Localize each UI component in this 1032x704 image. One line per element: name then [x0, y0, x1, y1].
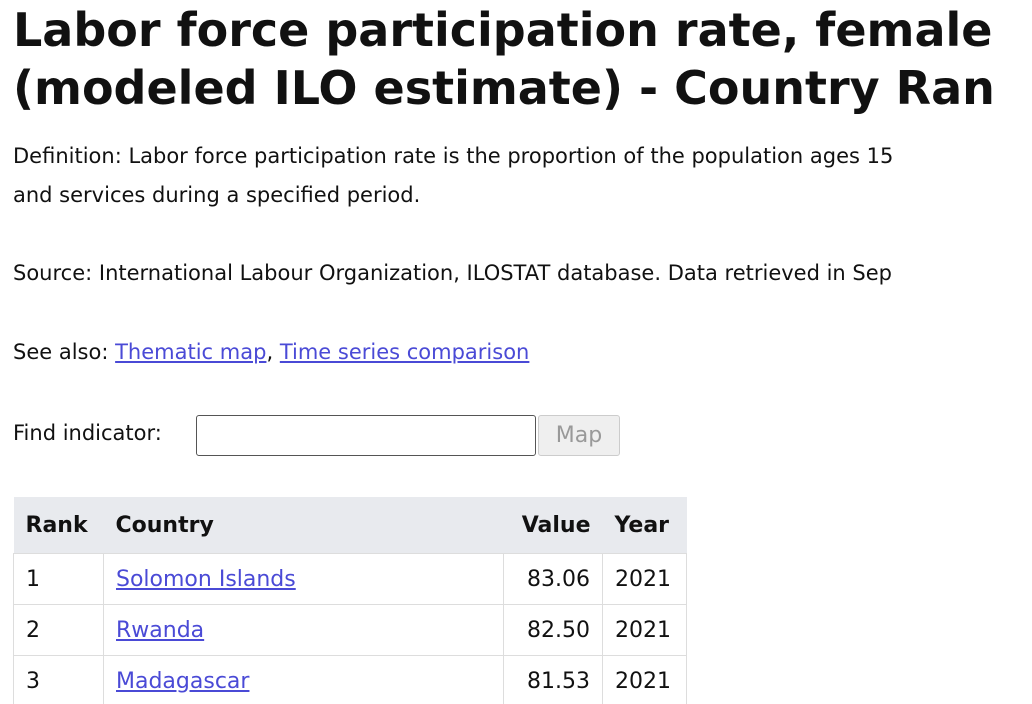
table-cell: 2021	[602, 553, 687, 605]
column-header: Year	[602, 497, 687, 554]
table-cell: 2	[13, 604, 104, 656]
table-cell: 1	[13, 553, 104, 605]
country-link[interactable]: Solomon Islands	[116, 566, 296, 592]
table-row: 3 Madagascar 81.53 2021	[13, 655, 687, 704]
table-cell: 82.50	[503, 604, 603, 656]
table-cell: 3	[13, 655, 104, 704]
link[interactable]: Thematic map	[115, 340, 267, 364]
title-line: (modeled ILO estimate) - Country Ran	[13, 61, 995, 115]
definition: Definition: Labor force participation ra…	[13, 144, 894, 168]
definition: and services during a specified period.	[13, 183, 421, 207]
ranking-table: Rank Country Value Year 1 Solomon Islands…	[13, 497, 687, 704]
column-header: Value	[503, 497, 603, 554]
table-row: 2 Rwanda 82.50 2021	[13, 604, 687, 656]
search-input[interactable]	[196, 415, 536, 456]
see-also-label: See also:	[13, 340, 109, 364]
country-link[interactable]: Madagascar	[116, 668, 250, 694]
table-row: 1 Solomon Islands 83.06 2021	[13, 553, 687, 605]
map-button[interactable]: Map	[538, 415, 620, 456]
page-title: Labor force participation rate, female (…	[13, 1, 995, 117]
table-cell: Rwanda	[103, 604, 504, 656]
table-cell: 2021	[602, 604, 687, 656]
separator: ,	[266, 340, 274, 364]
table-cell: Madagascar	[103, 655, 504, 704]
title-line: Labor force participation rate, female	[13, 3, 993, 57]
table-cell: Solomon Islands	[103, 553, 504, 605]
column-header: Rank	[13, 497, 104, 554]
table-cell: 83.06	[503, 553, 603, 605]
table-cell: 81.53	[503, 655, 603, 704]
search-label: Find indicator:	[13, 421, 162, 445]
see-also: See also: Thematic map, Time series comp…	[13, 340, 529, 364]
source: Source: International Labour Organizatio…	[13, 261, 892, 285]
column-header: Country	[103, 497, 504, 554]
country-link[interactable]: Rwanda	[116, 617, 205, 643]
link[interactable]: Time series comparison	[279, 340, 530, 364]
table-cell: 2021	[602, 655, 687, 704]
